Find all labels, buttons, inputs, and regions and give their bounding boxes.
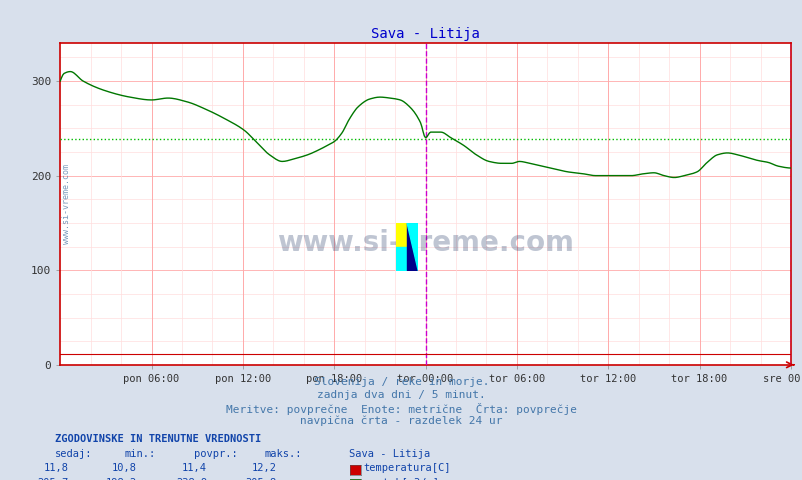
Text: Meritve: povprečne  Enote: metrične  Črta: povprečje: Meritve: povprečne Enote: metrične Črta:…	[225, 403, 577, 415]
Text: 10,8: 10,8	[111, 463, 136, 473]
Text: 11,8: 11,8	[43, 463, 68, 473]
Text: Sava - Litija: Sava - Litija	[349, 449, 430, 459]
Text: 11,4: 11,4	[182, 463, 207, 473]
Text: zadnja dva dni / 5 minut.: zadnja dva dni / 5 minut.	[317, 390, 485, 400]
Text: pretok[m3/s]: pretok[m3/s]	[363, 478, 438, 480]
Title: Sava - Litija: Sava - Litija	[371, 27, 480, 41]
Text: 198,2: 198,2	[105, 478, 136, 480]
Text: povpr.:: povpr.:	[194, 449, 237, 459]
Text: 12,2: 12,2	[252, 463, 277, 473]
Bar	[395, 223, 407, 247]
Text: 305,8: 305,8	[245, 478, 277, 480]
Text: www.si-vreme.com: www.si-vreme.com	[62, 164, 71, 244]
Polygon shape	[407, 223, 418, 271]
Text: www.si-vreme.com: www.si-vreme.com	[277, 228, 573, 257]
Text: temperatura[C]: temperatura[C]	[363, 463, 451, 473]
Bar	[395, 247, 407, 271]
Text: 238,9: 238,9	[176, 478, 207, 480]
Text: sedaj:: sedaj:	[55, 449, 92, 459]
Text: min.:: min.:	[124, 449, 156, 459]
Bar	[407, 223, 418, 271]
Text: ZGODOVINSKE IN TRENUTNE VREDNOSTI: ZGODOVINSKE IN TRENUTNE VREDNOSTI	[55, 434, 261, 444]
Text: maks.:: maks.:	[265, 449, 302, 459]
Text: navpična črta - razdelek 24 ur: navpična črta - razdelek 24 ur	[300, 416, 502, 426]
Text: Slovenija / reke in morje.: Slovenija / reke in morje.	[314, 377, 488, 387]
Text: 205,7: 205,7	[37, 478, 68, 480]
